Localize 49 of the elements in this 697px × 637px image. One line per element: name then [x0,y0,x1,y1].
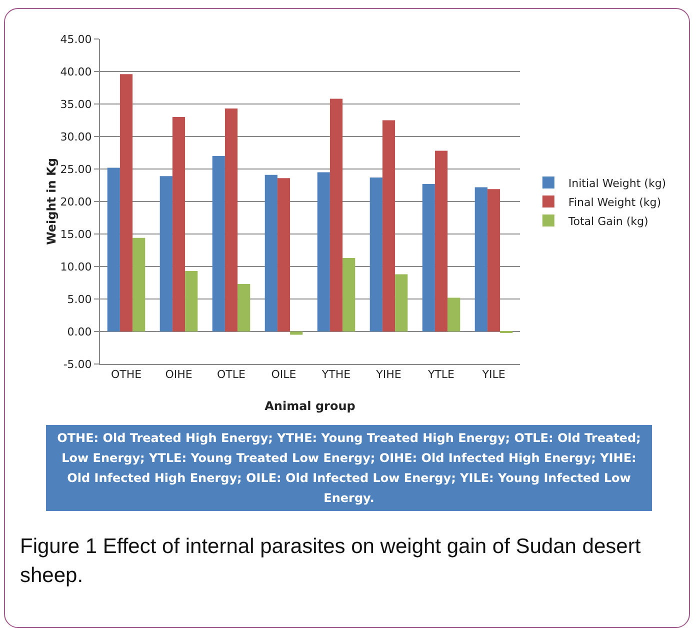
bar [238,284,250,332]
x-tick-label: OILE [271,368,296,382]
y-tick-label: 10.00 [60,260,92,274]
y-tick-label: 15.00 [60,228,92,241]
bar [370,177,382,332]
bar [317,172,330,332]
y-tick-label: 35.00 [60,98,92,111]
y-tick-label: 45.00 [60,32,92,46]
y-tick-label: 25.00 [60,162,92,176]
bar [382,120,396,332]
bar [330,98,343,332]
bar [290,332,303,335]
bar [107,168,120,332]
bar [264,174,278,332]
bar [342,258,356,332]
legend-label: Initial Weight (kg) [568,176,666,190]
bar [120,74,133,332]
x-axis-title: Animal group [264,399,356,413]
legend-label: Total Gain (kg) [567,214,648,228]
bar [132,238,146,332]
bar [395,274,408,332]
bar [474,187,488,332]
bar [434,150,448,332]
bar [487,189,500,332]
bar [448,298,460,332]
x-tick-label: YTHE [320,368,351,382]
x-tick-label: OTLE [217,368,246,382]
bar [172,117,186,332]
x-tick-label: OTHE [110,368,142,382]
y-tick-label: 5.00 [67,292,92,306]
bar [212,156,225,332]
bar [185,271,198,332]
y-tick-label: -5.00 [63,358,92,371]
y-tick-label: 40.00 [60,65,92,78]
x-tick-label: OIHE [165,368,192,382]
text: OTHE: Old Treated High Energy; YTHE: Young Treated High Energy; OTLE: Old Treated; Low Energy; YTLE: Young Treated Low Energy; OIHE: Old Infected High Energy; YIHE: Old Infected High Energy; OILE: Old Infected Low Energy; YILE: Young Infected Low Energy. [46,425,652,511]
y-tick-label: 0.00 [67,325,92,338]
bar [277,178,290,332]
y-axis-title: Weight in Kg [44,158,58,245]
bar [224,108,238,332]
caption: Figure 1 Effect of internal parasites on weight gain of Sudan desert sheep. [20,534,642,589]
bar [160,176,172,332]
bar [422,184,435,332]
x-tick-label: YIHE [375,368,402,382]
y-tick-label: 30.00 [60,130,92,144]
x-tick-label: YTLE [426,368,455,382]
y-tick-label: 20.00 [60,195,92,208]
x-tick-label: YILE [481,368,506,382]
legend-label: Final Weight (kg) [568,196,662,209]
